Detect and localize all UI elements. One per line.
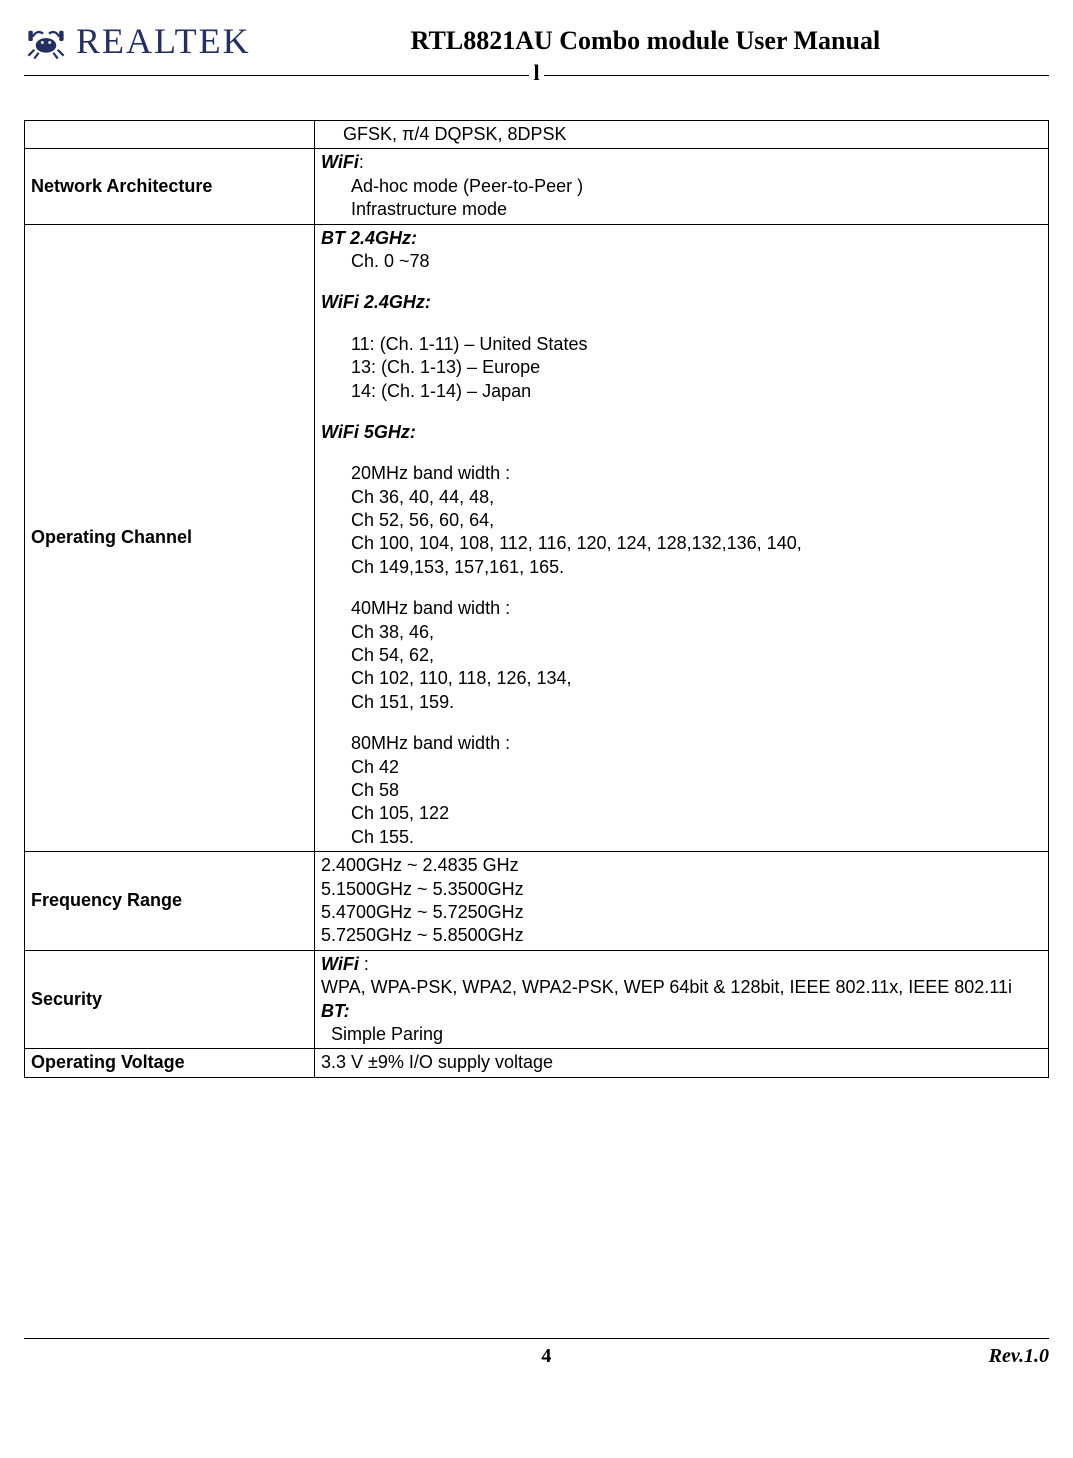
table-row: Network ArchitectureWiFi:Ad-hoc mode (Pe… xyxy=(25,149,1049,224)
header-rule-char: l xyxy=(529,60,543,86)
table-row: Security WiFi :WPA, WPA-PSK, WPA2, WPA2-… xyxy=(25,950,1049,1049)
spec-value: BT 2.4GHz:Ch. 0 ~78WiFi 2.4GHz:11: (Ch. … xyxy=(315,224,1049,852)
table-row: Operating ChannelBT 2.4GHz:Ch. 0 ~78WiFi… xyxy=(25,224,1049,852)
spec-value: GFSK, π/4 DQPSK, 8DPSK xyxy=(315,121,1049,149)
spec-label: Network Architecture xyxy=(25,149,315,224)
spec-value: WiFi :WPA, WPA-PSK, WPA2, WPA2-PSK, WEP … xyxy=(315,950,1049,1049)
spec-label: Frequency Range xyxy=(25,852,315,951)
document-title: RTL8821AU Combo module User Manual xyxy=(411,25,1049,56)
revision-label: Rev.1.0 xyxy=(989,1345,1049,1368)
page-footer: 4 Rev.1.0 xyxy=(24,1338,1049,1368)
table-row: Operating Voltage3.3 V ±9% I/O supply vo… xyxy=(25,1049,1049,1077)
header-rule: l xyxy=(24,62,1049,88)
spec-label: Operating Channel xyxy=(25,224,315,852)
spec-label: Operating Voltage xyxy=(25,1049,315,1077)
page-number: 4 xyxy=(104,1345,989,1368)
spec-label: Security xyxy=(25,950,315,1049)
spec-label xyxy=(25,121,315,149)
table-row: GFSK, π/4 DQPSK, 8DPSK xyxy=(25,121,1049,149)
spec-value: 3.3 V ±9% I/O supply voltage xyxy=(315,1049,1049,1077)
brand-logo: REALTEK xyxy=(24,20,251,62)
spec-table: GFSK, π/4 DQPSK, 8DPSKNetwork Architectu… xyxy=(24,120,1049,1078)
brand-name: REALTEK xyxy=(76,20,251,62)
realtek-crab-icon xyxy=(24,23,68,59)
spec-value: WiFi:Ad-hoc mode (Peer-to-Peer )Infrastr… xyxy=(315,149,1049,224)
page-header: REALTEK RTL8821AU Combo module User Manu… xyxy=(24,20,1049,62)
spec-table-body: GFSK, π/4 DQPSK, 8DPSKNetwork Architectu… xyxy=(25,121,1049,1078)
table-row: Frequency Range2.400GHz ~ 2.4835 GHz5.15… xyxy=(25,852,1049,951)
spec-value: 2.400GHz ~ 2.4835 GHz5.1500GHz ~ 5.3500G… xyxy=(315,852,1049,951)
